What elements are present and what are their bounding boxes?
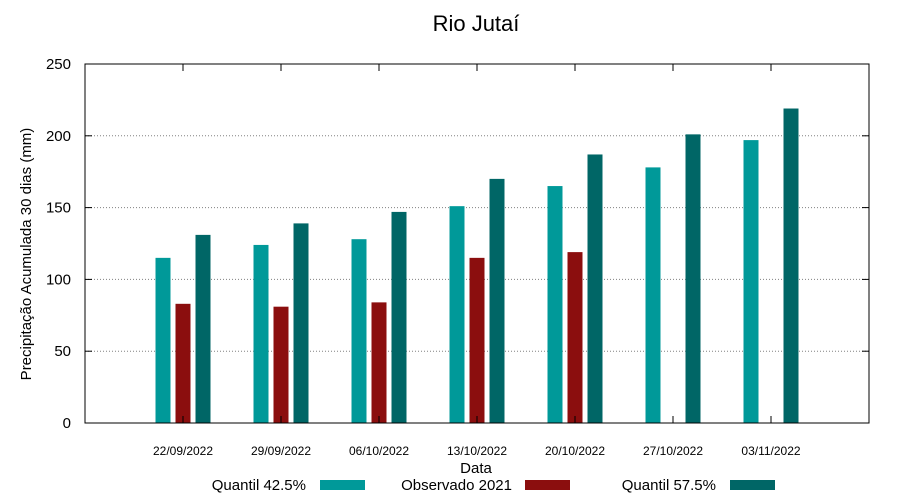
bar-quantil-57-5- — [489, 178, 505, 423]
legend-label: Quantil 57.5% — [622, 477, 716, 494]
chart-title: Rio Jutaí — [433, 11, 520, 36]
bar-quantil-42-5- — [449, 206, 465, 423]
bar-observado-2021 — [469, 257, 485, 423]
bar-quantil-42-5- — [743, 140, 759, 423]
legend-swatch — [525, 480, 570, 490]
y-tick-label: 50 — [54, 343, 71, 360]
bar-quantil-42-5- — [645, 167, 661, 423]
bar-quantil-57-5- — [391, 211, 407, 423]
x-tick-label: 27/10/2022 — [643, 444, 703, 458]
bar-quantil-57-5- — [685, 134, 701, 423]
y-tick-label: 150 — [46, 200, 71, 217]
legend-label: Quantil 42.5% — [212, 477, 306, 494]
ticks-layer: 0 50 100 150 200 250 22/09/2022 29/09/2022 06/10… — [46, 56, 869, 458]
bars-layer — [155, 108, 799, 424]
bar-quantil-42-5- — [351, 239, 367, 423]
x-axis-label: Data — [460, 460, 492, 477]
y-tick-label: 0 — [63, 415, 71, 432]
bar-quantil-57-5- — [293, 223, 309, 423]
x-tick-label: 06/10/2022 — [349, 444, 409, 458]
legend-label: Observado 2021 — [401, 477, 512, 494]
legend-swatch — [730, 480, 775, 490]
y-tick-label: 100 — [46, 271, 71, 288]
bar-observado-2021 — [175, 303, 191, 423]
x-tick-label: 22/09/2022 — [153, 444, 213, 458]
x-tick-label: 03/11/2022 — [741, 444, 800, 458]
bar-quantil-57-5- — [195, 234, 211, 423]
bar-quantil-57-5- — [783, 108, 799, 424]
bar-quantil-42-5- — [155, 257, 171, 423]
bar-observado-2021 — [371, 302, 387, 423]
bar-quantil-42-5- — [253, 244, 269, 423]
x-tick-label: 29/09/2022 — [251, 444, 311, 458]
y-tick-label: 200 — [46, 128, 71, 145]
bar-observado-2021 — [273, 306, 289, 423]
bar-quantil-57-5- — [587, 154, 603, 423]
x-tick-label: 20/10/2022 — [545, 444, 605, 458]
y-tick-label: 250 — [46, 56, 71, 73]
y-axis-label: Precipitação Acumulada 30 dias (mm) — [18, 128, 35, 381]
legend-swatch — [320, 480, 365, 490]
x-tick-label: 13/10/2022 — [447, 444, 507, 458]
bar-observado-2021 — [567, 252, 583, 423]
bar-quantil-42-5- — [547, 186, 563, 423]
legend: Quantil 42.5% Observado 2021 Quantil 57.5% — [212, 477, 775, 494]
